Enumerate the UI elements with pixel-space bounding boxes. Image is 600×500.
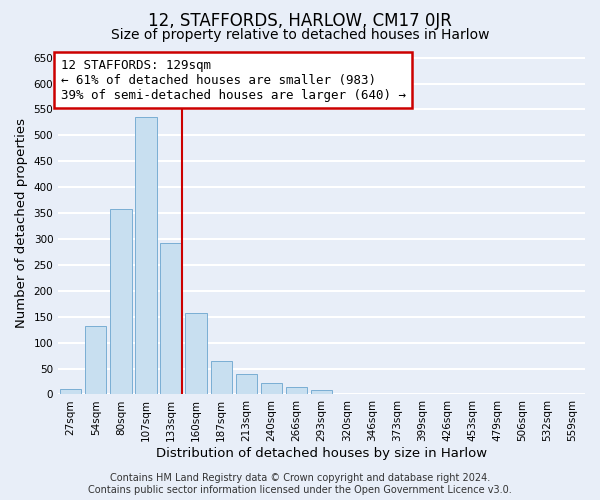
Text: Contains HM Land Registry data © Crown copyright and database right 2024.
Contai: Contains HM Land Registry data © Crown c… bbox=[88, 474, 512, 495]
Bar bbox=[286, 386, 307, 394]
Bar bbox=[211, 361, 232, 394]
Text: 12, STAFFORDS, HARLOW, CM17 0JR: 12, STAFFORDS, HARLOW, CM17 0JR bbox=[148, 12, 452, 30]
Bar bbox=[236, 374, 257, 394]
Bar bbox=[185, 312, 207, 394]
Bar bbox=[110, 209, 131, 394]
Bar bbox=[60, 390, 82, 394]
X-axis label: Distribution of detached houses by size in Harlow: Distribution of detached houses by size … bbox=[156, 447, 487, 460]
Text: 12 STAFFORDS: 129sqm
← 61% of detached houses are smaller (983)
39% of semi-deta: 12 STAFFORDS: 129sqm ← 61% of detached h… bbox=[61, 58, 406, 102]
Bar bbox=[136, 118, 157, 394]
Bar bbox=[85, 326, 106, 394]
Text: Size of property relative to detached houses in Harlow: Size of property relative to detached ho… bbox=[111, 28, 489, 42]
Y-axis label: Number of detached properties: Number of detached properties bbox=[15, 118, 28, 328]
Bar bbox=[160, 243, 182, 394]
Bar bbox=[261, 383, 282, 394]
Bar bbox=[311, 390, 332, 394]
